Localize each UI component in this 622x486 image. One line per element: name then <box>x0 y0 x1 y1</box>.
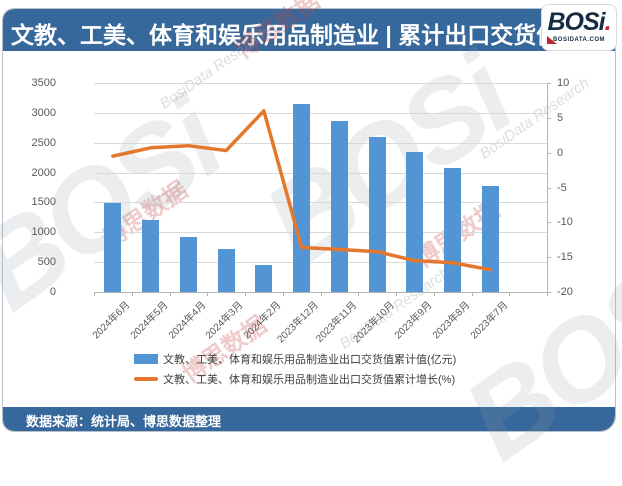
footer-bar: 数据来源：统计局、博思数据整理 <box>3 407 615 431</box>
x-axis-tick <box>131 292 133 296</box>
x-axis-tick <box>433 292 435 296</box>
gridline <box>94 262 547 264</box>
left-axis-tick-label: 500 <box>37 256 56 269</box>
x-axis-tick <box>547 292 548 296</box>
gridline <box>94 202 547 204</box>
growth-line-series <box>111 109 493 272</box>
right-axis-tick-label: 10 <box>557 77 570 89</box>
combo-chart: 3500 3000 2500 2000 1500 1000 500 0 10 5 0 -5 -10 -15… <box>31 77 573 345</box>
right-axis-tick-label: 5 <box>557 111 564 124</box>
logo-red-triangle-icon <box>547 36 557 44</box>
right-axis-tick-label: 0 <box>557 146 564 159</box>
x-axis-tick <box>471 292 473 296</box>
growth-line <box>111 109 493 272</box>
x-axis-tick <box>207 292 209 296</box>
right-axis-tick <box>547 187 551 189</box>
right-axis-tick-label: -5 <box>557 181 567 194</box>
gridline <box>94 142 547 144</box>
left-axis-tick-label: 3000 <box>31 106 56 119</box>
bar-2024年4月 <box>179 237 197 292</box>
bar-2023年9月 <box>406 152 424 292</box>
left-axis-tick-label: 1000 <box>31 226 56 239</box>
right-axis-tick <box>547 257 551 259</box>
bar-2023年12月 <box>293 104 311 292</box>
x-axis-tick <box>282 292 284 296</box>
right-axis-tick-label: -15 <box>557 251 573 264</box>
x-axis-tick <box>245 292 246 296</box>
bar-series-swatch-icon <box>134 354 158 364</box>
bar-2024年5月 <box>142 220 160 292</box>
left-axis-tick-label: 1500 <box>31 196 56 209</box>
x-axis-tick <box>396 292 397 296</box>
bosidata-logo: BOSi. BOSIDATA.COM <box>541 4 617 51</box>
x-axis-tick <box>509 292 511 296</box>
gridline <box>94 112 547 114</box>
gridline <box>94 232 547 234</box>
right-axis-tick <box>547 152 551 154</box>
right-axis-tick <box>547 83 551 84</box>
right-axis-tick <box>547 222 551 224</box>
right-axis-tick <box>547 117 551 119</box>
x-axis-tick <box>94 292 95 296</box>
right-axis-tick <box>547 292 551 293</box>
legend-label: 文教、工美、体育和娱乐用品制造业出口交货值累计值(亿元) <box>163 354 457 366</box>
right-axis-tick-label: -20 <box>557 286 573 298</box>
line-series-swatch-icon <box>134 377 158 381</box>
gridline <box>94 172 547 174</box>
chart-title: 文教、工美、体育和娱乐用品制造业 | 累计出口交货值 <box>11 22 560 48</box>
right-axis-tick-label: -10 <box>557 216 573 229</box>
header-bar: 文教、工美、体育和娱乐用品制造业 | 累计出口交货值 <box>3 9 615 51</box>
data-source-label: 数据来源：统计局、博思数据整理 <box>26 414 222 429</box>
chart-card: 文教、工美、体育和娱乐用品制造业 | 累计出口交货值 数据来源：统计局、博思数据… <box>2 8 616 432</box>
legend-item-line-series: 文教、工美、体育和娱乐用品制造业出口交货值累计增长(%) <box>134 369 456 389</box>
left-axis-tick-label: 2000 <box>31 166 56 179</box>
logo-wordmark: BOSi. <box>547 8 611 36</box>
left-axis-tick-label: 3500 <box>31 77 56 89</box>
x-axis-tick <box>169 292 171 296</box>
bar-2023年7月 <box>481 186 499 292</box>
logo-domain: BOSIDATA.COM <box>552 37 606 43</box>
x-axis-tick <box>358 292 360 296</box>
legend-label: 文教、工美、体育和娱乐用品制造业出口交货值累计增长(%) <box>163 374 456 386</box>
bar-2024年2月 <box>255 265 273 292</box>
bar-2024年3月 <box>217 249 235 292</box>
legend-item-bar-series: 文教、工美、体育和娱乐用品制造业出口交货值累计值(亿元) <box>134 349 456 369</box>
left-axis-tick-label: 2500 <box>31 136 56 149</box>
left-axis-tick-label: 0 <box>49 286 56 298</box>
chart-legend: 文教、工美、体育和娱乐用品制造业出口交货值累计值(亿元) 文教、工美、体育和娱乐… <box>134 349 456 389</box>
bar-2024年6月 <box>104 203 122 292</box>
x-axis-tick <box>320 292 322 296</box>
gridline <box>94 83 547 84</box>
